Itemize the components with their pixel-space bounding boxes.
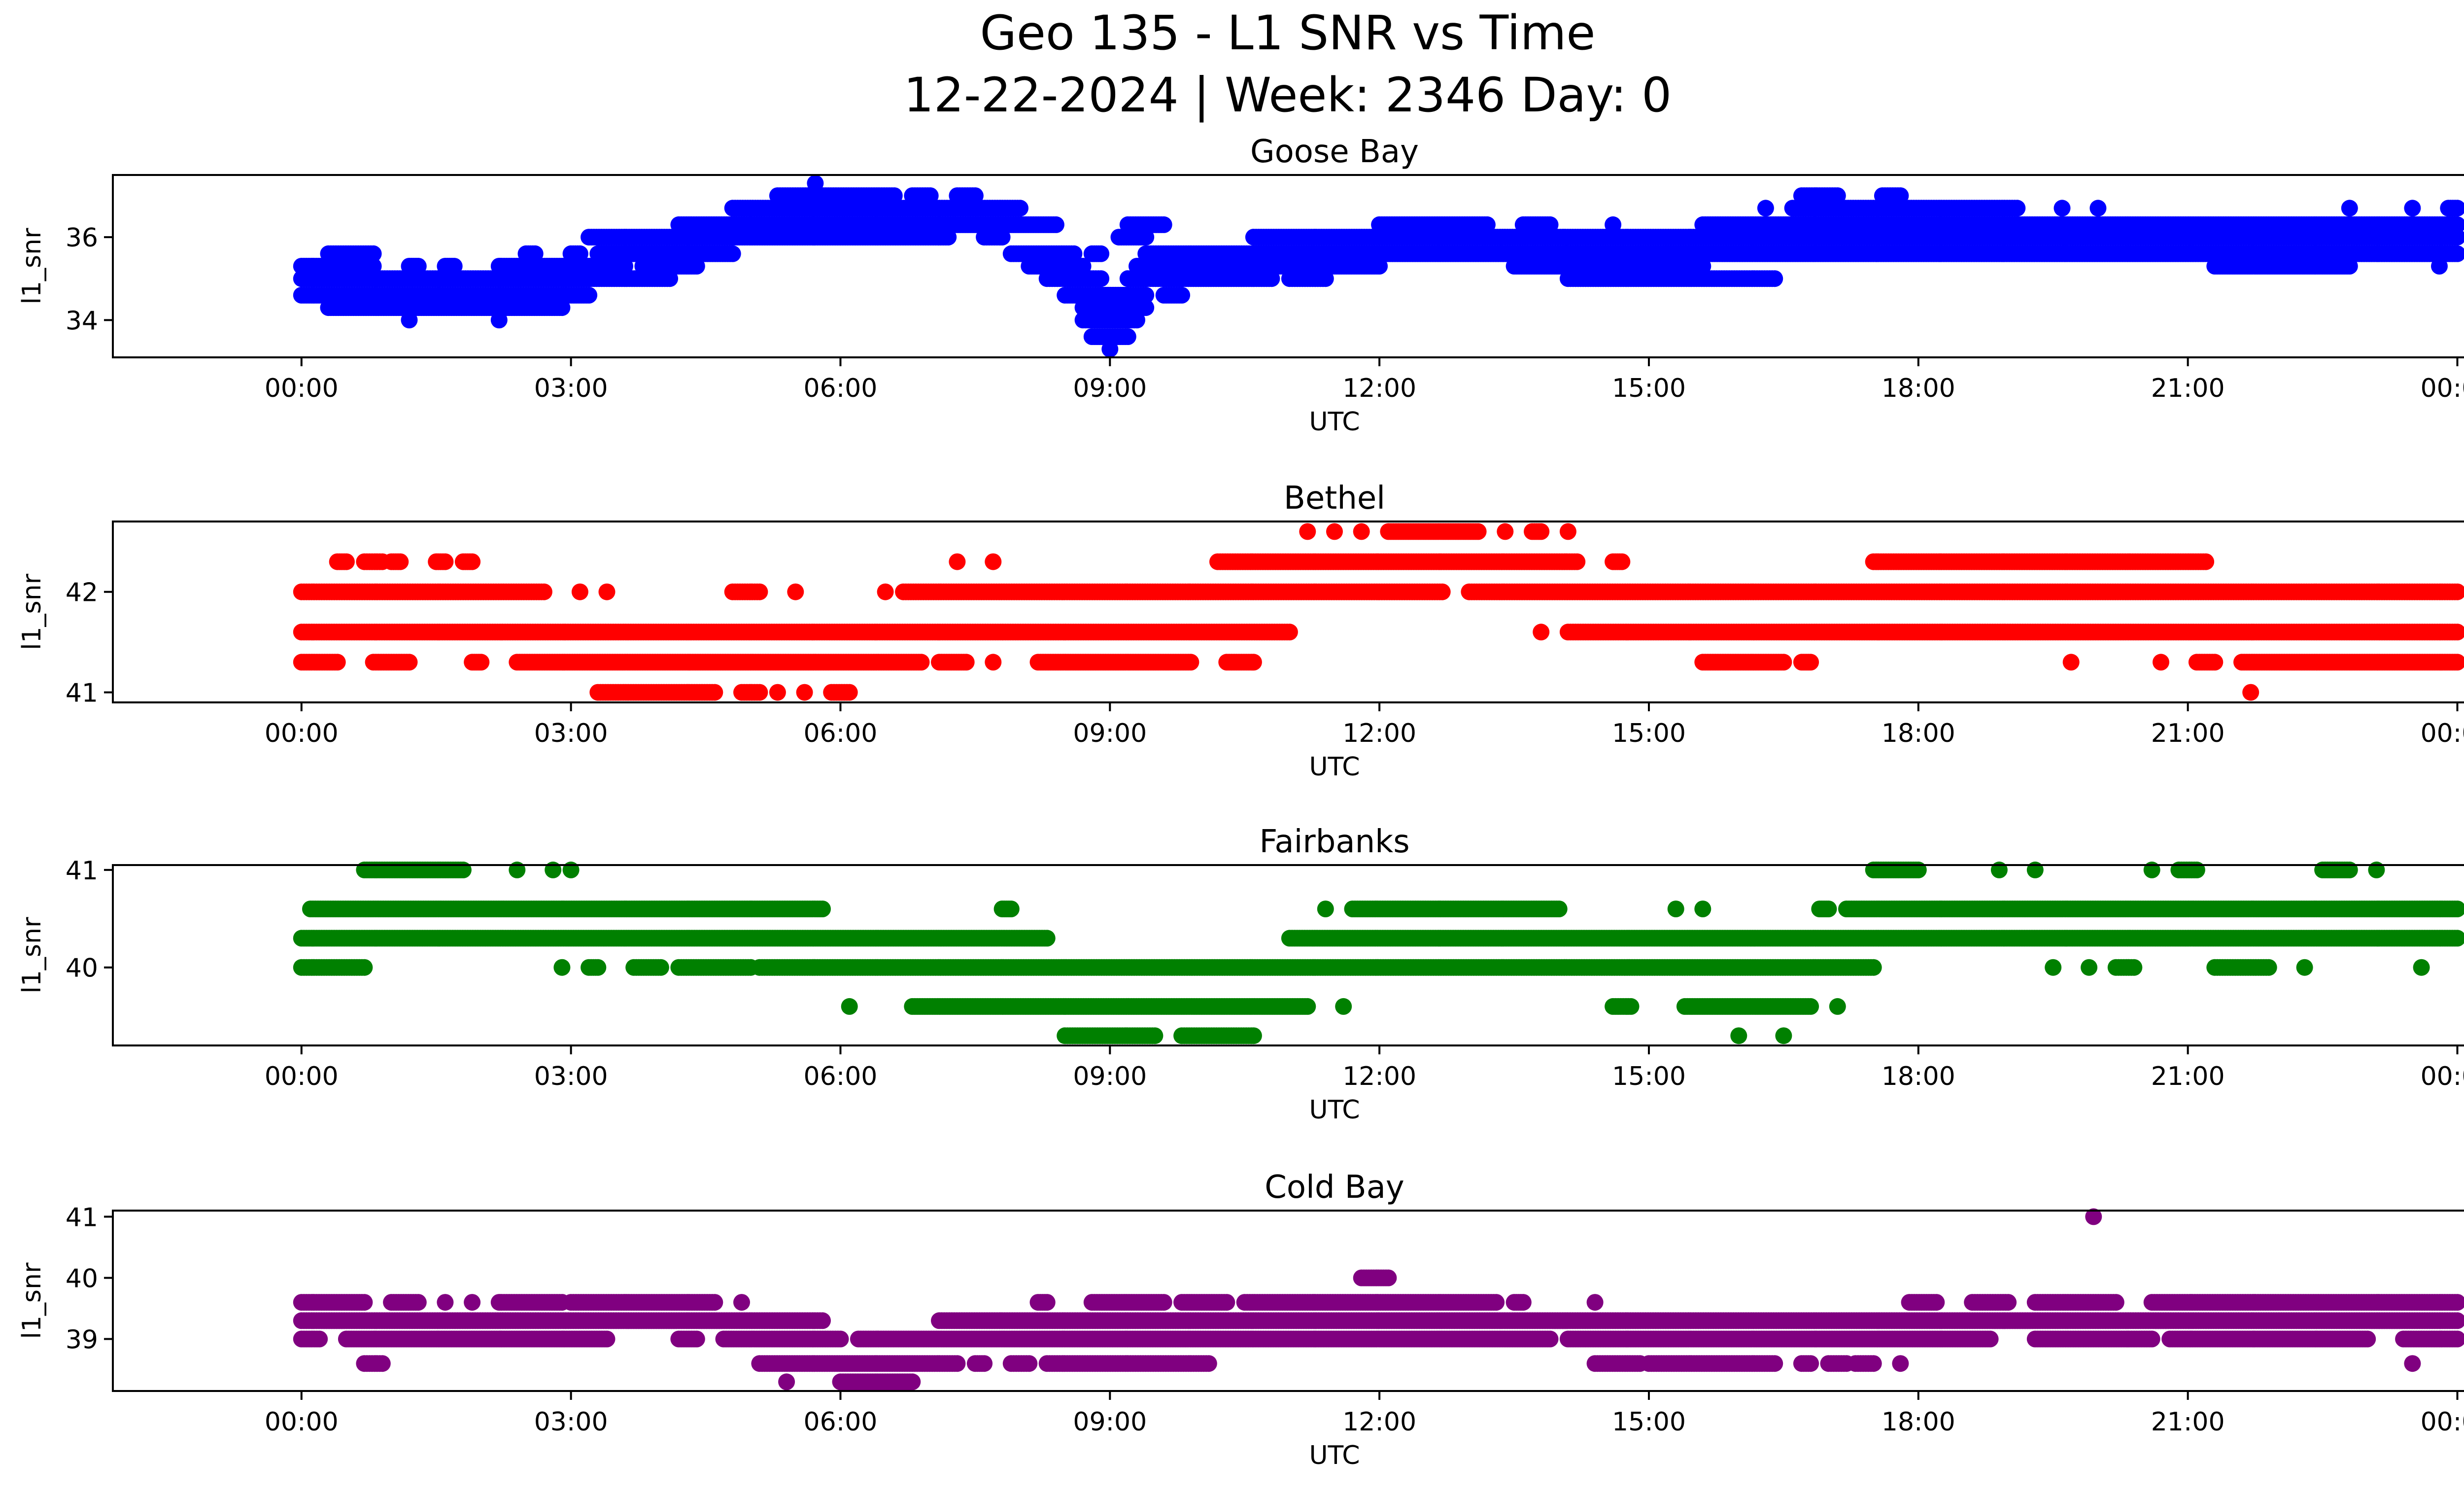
- bethel-point-51: [338, 553, 355, 570]
- goose-bay-point-3111: [1101, 341, 1119, 358]
- bethel-point-64: [392, 553, 409, 570]
- bethel-point-471: [877, 583, 894, 600]
- goose-bay-point-2910: [581, 286, 598, 304]
- goose-bay-point-3073: [490, 312, 508, 329]
- bethel-point-1845: [329, 654, 346, 671]
- bethel-point-455: [535, 583, 552, 600]
- goose-bay-point-969: [940, 229, 957, 246]
- bethel-point-470: [787, 583, 804, 600]
- goose-bay-xtick-label-1: 03:00: [534, 374, 608, 403]
- bethel-point-225: [1613, 553, 1631, 570]
- goose-bay-xtick-label-3: 09:00: [1073, 374, 1147, 403]
- goose-bay-point-467: [1155, 216, 1172, 233]
- bethel-point-1475: [1533, 624, 1550, 641]
- goose-bay-point-2712: [1317, 270, 1334, 287]
- bethel-point-75: [949, 553, 966, 570]
- subplot-goose-bay: Goose Bay 00:00 03:00 06:00 09:00 12:00 15:00 1…: [17, 134, 2464, 437]
- goose-bay-point-202: [1757, 200, 1774, 217]
- goose-bay-xtick-label-0: 00:00: [265, 374, 339, 403]
- goose-bay-point-989: [1137, 229, 1155, 246]
- bethel-point-46: [1559, 523, 1576, 540]
- goose-bay-point-3110: [1119, 328, 1136, 345]
- goose-bay-xlabel: UTC: [1309, 407, 1360, 437]
- bethel-point-2: [1353, 523, 1370, 540]
- goose-bay-point-2338: [1371, 258, 1388, 275]
- bethel-point-45: [1533, 523, 1550, 540]
- goose-bay-point-977: [993, 229, 1011, 246]
- bethel-point-358: [2197, 553, 2215, 570]
- bethel-point-469: [751, 583, 768, 600]
- goose-bay-point-2617: [661, 270, 679, 287]
- figure-title-line2: 12-22-2024 | Week: 2346 Day: 0: [904, 68, 1672, 123]
- goose-bay-point-292: [2009, 200, 2026, 217]
- goose-bay-point-296: [2404, 200, 2421, 217]
- goose-bay-point-452: [1047, 216, 1064, 233]
- goose-bay-point-2469: [2341, 258, 2358, 275]
- goose-bay-xtick-label-7: 21:00: [2151, 374, 2225, 403]
- goose-bay-point-2219: [688, 258, 705, 275]
- goose-bay-xtick-label-2: 06:00: [804, 374, 878, 403]
- goose-bay-title: Goose Bay: [1250, 134, 1419, 170]
- bethel-point-69: [437, 553, 454, 570]
- bethel-point-40: [1497, 523, 1514, 540]
- bethel-point-220: [1569, 553, 1586, 570]
- goose-bay-point-1553: [724, 245, 741, 262]
- bethel-point-1: [1326, 523, 1343, 540]
- bethel-title: Bethel: [1284, 480, 1385, 517]
- goose-bay-point-3045: [553, 299, 571, 316]
- goose-bay-xtick-label-8: 00:00: [2421, 374, 2464, 403]
- figure-title-line1: Geo 135 - L1 SNR vs Time: [980, 5, 1596, 61]
- goose-bay-point-295: [2341, 200, 2358, 217]
- bethel-point-76: [985, 553, 1002, 570]
- goose-bay-points: [293, 174, 2464, 358]
- goose-bay-point-301: [2449, 200, 2464, 217]
- goose-bay-point-293: [2053, 200, 2071, 217]
- goose-bay-xtick-label-5: 15:00: [1612, 374, 1686, 403]
- goose-bay-xtick-label-6: 18:00: [1882, 374, 1955, 403]
- goose-bay-point-2470: [2431, 258, 2448, 275]
- goose-bay-ytick-label-0: 34: [66, 306, 98, 336]
- goose-bay-point-2795: [1766, 270, 1783, 287]
- goose-bay-point-1584: [1093, 245, 1110, 262]
- bethel-point-457: [598, 583, 616, 600]
- subplots: Goose Bay 00:00 03:00 06:00 09:00 12:00 15:00 1…: [17, 134, 2464, 1470]
- goose-bay-point-201: [1012, 200, 1028, 217]
- goose-bay-xtick-label-4: 12:00: [1342, 374, 1416, 403]
- bethel-point-74: [464, 553, 481, 570]
- bethel-point-39: [1470, 523, 1487, 540]
- bethel-point-1474: [1281, 624, 1298, 641]
- bethel-point-456: [571, 583, 588, 600]
- goose-bay-point-294: [2089, 200, 2107, 217]
- goose-bay-point-3095: [1129, 312, 1145, 329]
- goose-bay-ylabel: l1_snr: [17, 228, 47, 305]
- goose-bay-point-3072: [401, 312, 418, 329]
- goose-bay-point-2639: [1093, 270, 1110, 287]
- goose-bay-point-2951: [1173, 286, 1191, 304]
- goose-bay-point-2697: [1263, 270, 1280, 287]
- bethel-point-686: [1434, 583, 1451, 600]
- bethel-point-0: [1299, 523, 1316, 540]
- goose-bay-ytick-label-1: 36: [66, 223, 98, 253]
